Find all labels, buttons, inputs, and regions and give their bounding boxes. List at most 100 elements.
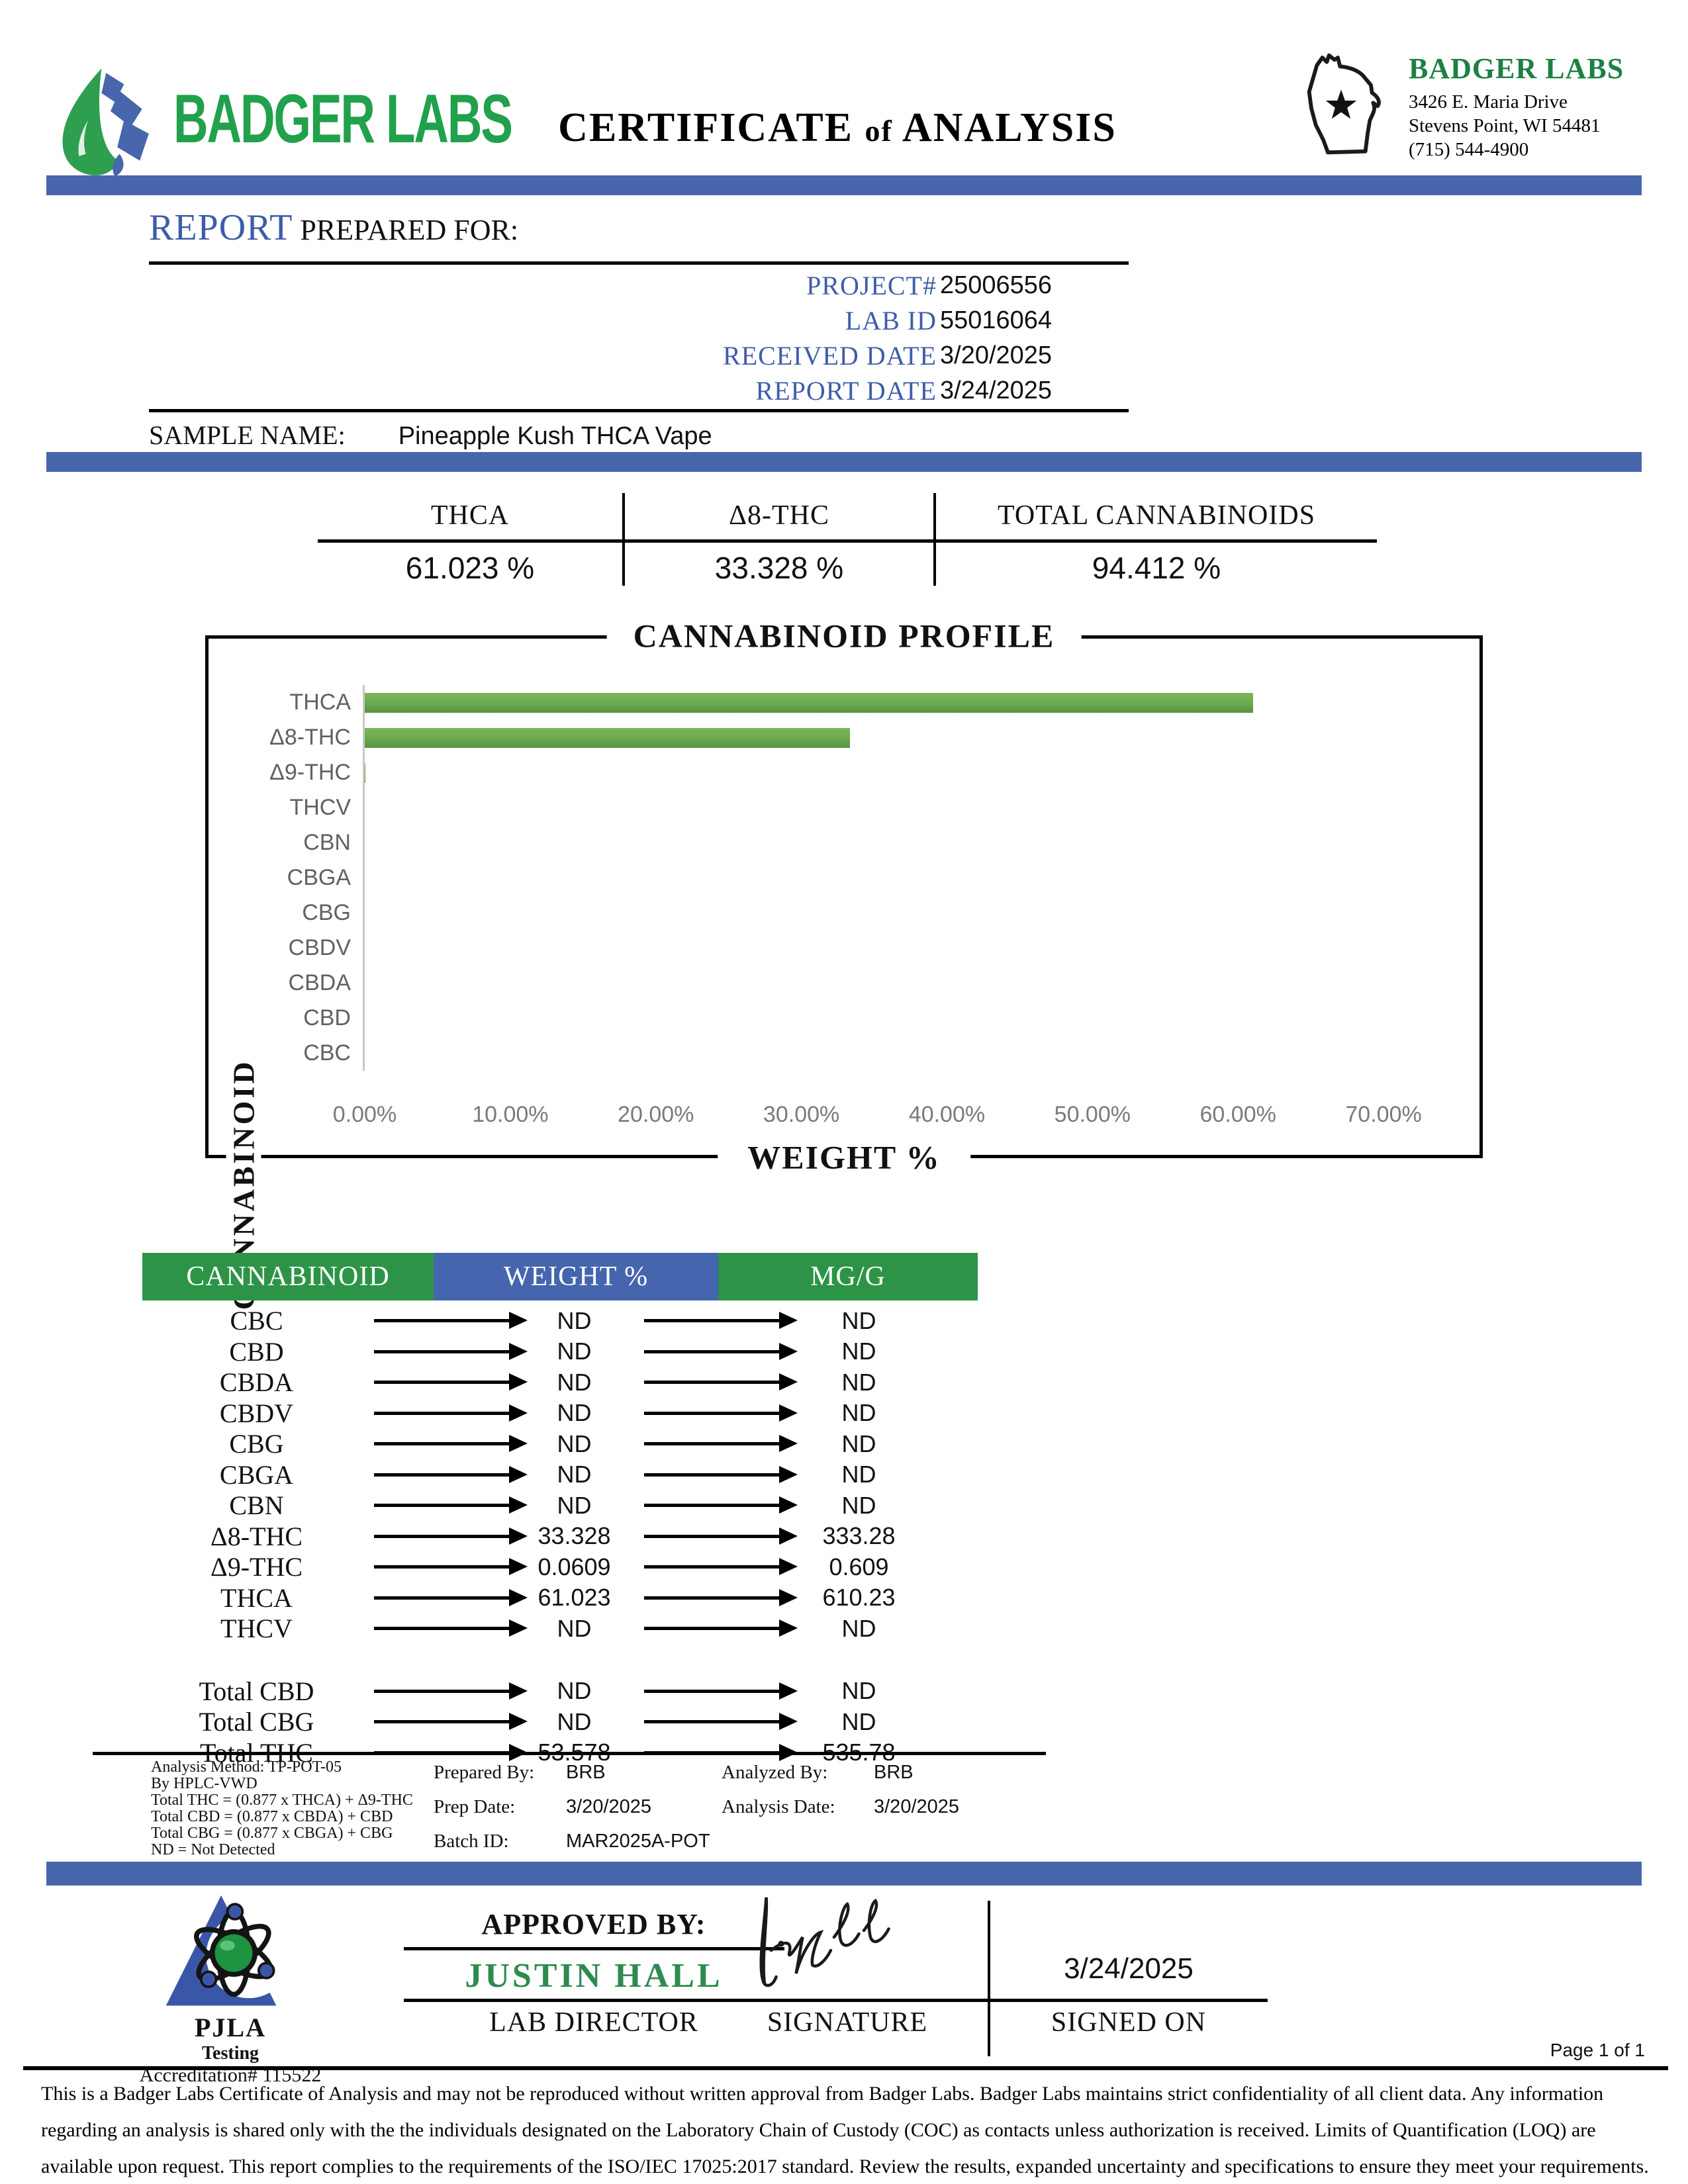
row-analyte-name: CBGA — [219, 1459, 294, 1490]
header-cell-cannabinoid: CANNABINOID — [142, 1253, 434, 1300]
prepared-by-block: Prepared By: BRB Prep Date: 3/20/2025 Batch … — [434, 1762, 831, 1865]
row-weight-value: ND — [557, 1707, 592, 1735]
summary-analyte-label: TOTAL CANNABINOIDS — [997, 500, 1316, 531]
chart-category-label: THCA — [289, 690, 351, 715]
row-weight-value: ND — [557, 1491, 592, 1519]
footnote-value: 3/20/2025 — [566, 1796, 652, 1817]
row-weight-value: ND — [557, 1614, 592, 1642]
row-analyte-name: CBN — [229, 1490, 284, 1520]
analysis-method-notes: Analysis Method: TP-POT-05 By HPLC-VWD Tot… — [151, 1759, 413, 1858]
summary-divider-rule — [318, 539, 622, 543]
summary-analyte-label: Δ8-THC — [729, 500, 829, 531]
arrow-right-icon — [374, 1342, 528, 1360]
chart-category-label: CBDA — [288, 970, 351, 995]
footnote-pair: Analysis Date: 3/20/2025 — [722, 1796, 1119, 1831]
chart-category-label: CBC — [303, 1040, 351, 1066]
arrow-right-icon — [643, 1588, 798, 1606]
chart-category-label: CBGA — [287, 865, 351, 890]
row-analyte-name: CBD — [229, 1336, 284, 1367]
row-weight-value: ND — [557, 1399, 592, 1426]
row-mgg-value: ND — [841, 1399, 876, 1426]
chart-row: Δ9-THC — [209, 755, 1456, 790]
address-line-2: Stevens Point, WI 54481 — [1409, 115, 1601, 136]
title-word-certificate: CERTIFICATE — [558, 105, 854, 150]
chart-row: THCA — [209, 685, 1456, 720]
summary-column: THCA 61.023 % — [318, 493, 622, 586]
footnote-label: Batch ID: — [434, 1831, 509, 1852]
row-mgg-value: 333.28 — [822, 1522, 896, 1549]
report-field-label: PROJECT# — [806, 271, 937, 300]
summary-analyte-label: THCA — [430, 500, 510, 531]
rule-under-report-title — [149, 261, 1129, 265]
chart-category-label: CBG — [302, 900, 351, 925]
sample-name-value: Pineapple Kush THCA Vape — [398, 422, 712, 450]
arrow-right-icon — [374, 1373, 528, 1390]
chart-bar-track — [363, 1001, 1456, 1036]
chart-bar — [365, 692, 1253, 713]
row-mgg-value: ND — [841, 1461, 876, 1488]
row-mgg-value: ND — [841, 1430, 876, 1457]
chart-category-label: Δ8-THC — [269, 725, 351, 750]
chart-tick-label: 20.00% — [618, 1102, 694, 1127]
chart-bar — [365, 727, 850, 748]
report-field-value: 25006556 — [940, 271, 1053, 299]
divider-band-bottom — [46, 1862, 1642, 1886]
lab-name: BADGER LABS — [1409, 52, 1624, 85]
arrow-right-icon — [643, 1312, 798, 1329]
chart-row: Δ8-THC — [209, 720, 1456, 755]
chart-category-label: CBD — [303, 1005, 351, 1030]
report-fields: PROJECT# 25006556 LAB ID 55016064 RECEIVED D… — [149, 266, 1129, 406]
approved-by-rule — [404, 1947, 784, 1950]
summary-divider-rule — [625, 539, 933, 543]
summary-analyte-value: 61.023 % — [405, 551, 535, 585]
signature-rule — [718, 1999, 1268, 2002]
arrow-right-icon — [643, 1619, 798, 1637]
approver-name: JUSTIN HALL — [465, 1957, 723, 1995]
arrow-right-icon — [374, 1527, 528, 1545]
map-star-icon — [1325, 89, 1357, 119]
footnote-pair: Prepared By: BRB — [434, 1762, 831, 1796]
chart-bar-track — [363, 790, 1456, 825]
row-analyte-name: Δ9-THC — [210, 1552, 303, 1582]
report-field-label: REPORT DATE — [755, 376, 937, 406]
table-row: CBDA ND ND — [142, 1367, 978, 1398]
signed-on-date: 3/24/2025 — [1064, 1952, 1194, 1985]
chart-tick-label: 60.00% — [1199, 1102, 1276, 1127]
table-row: CBC ND ND — [142, 1305, 978, 1336]
footer-disclaimer: This is a Badger Labs Certificate of Ana… — [41, 2083, 1649, 2177]
arrow-right-icon — [643, 1373, 798, 1390]
row-analyte-name: CBDA — [219, 1367, 294, 1397]
chart-row: CBDV — [209, 931, 1456, 966]
sample-name-label: SAMPLE NAME: — [149, 420, 346, 450]
brand-wordmark: BADGER LABS — [173, 81, 513, 158]
row-weight-value: 61.023 — [538, 1584, 611, 1611]
chart-bar-track — [363, 825, 1456, 860]
analysis-note-line: By HPLC-VWD — [151, 1775, 258, 1792]
chart-bar-track — [363, 685, 1456, 720]
row-analyte-name: CBG — [229, 1429, 284, 1459]
row-mgg-value: ND — [841, 1338, 876, 1365]
table-row: CBN ND ND — [142, 1490, 978, 1521]
report-field-label: RECEIVED DATE — [723, 341, 937, 371]
row-mgg-value: 0.609 — [829, 1553, 889, 1580]
footnote-pair: Batch ID: MAR2025A-POT — [434, 1831, 831, 1865]
arrow-right-icon — [374, 1465, 528, 1483]
row-analyte-name: Δ8-THC — [210, 1521, 303, 1551]
row-weight-value: ND — [557, 1338, 592, 1365]
chart-row: THCV — [209, 790, 1456, 825]
analysis-note-line: ND = Not Detected — [151, 1841, 275, 1858]
arrow-right-icon — [374, 1713, 528, 1730]
report-field-label: LAB ID — [845, 306, 937, 336]
report-field-row: RECEIVED DATE 3/20/2025 — [149, 336, 1129, 371]
summary-analyte-value: 94.412 % — [1092, 551, 1221, 585]
row-analyte-name: THCV — [220, 1614, 293, 1643]
arrow-right-icon — [374, 1496, 528, 1514]
report-field-row: REPORT DATE 3/24/2025 — [149, 371, 1129, 406]
table-row: Δ8-THC 33.328 333.28 — [142, 1521, 978, 1552]
table-row: Total CBD ND ND — [142, 1676, 978, 1707]
chart-tick-label: 10.00% — [472, 1102, 549, 1127]
rule-under-results-table — [93, 1752, 1046, 1755]
row-mgg-value: 610.23 — [822, 1584, 896, 1611]
chart-bar-track — [363, 966, 1456, 1001]
analysis-note-line: Analysis Method: TP-POT-05 — [151, 1758, 342, 1776]
